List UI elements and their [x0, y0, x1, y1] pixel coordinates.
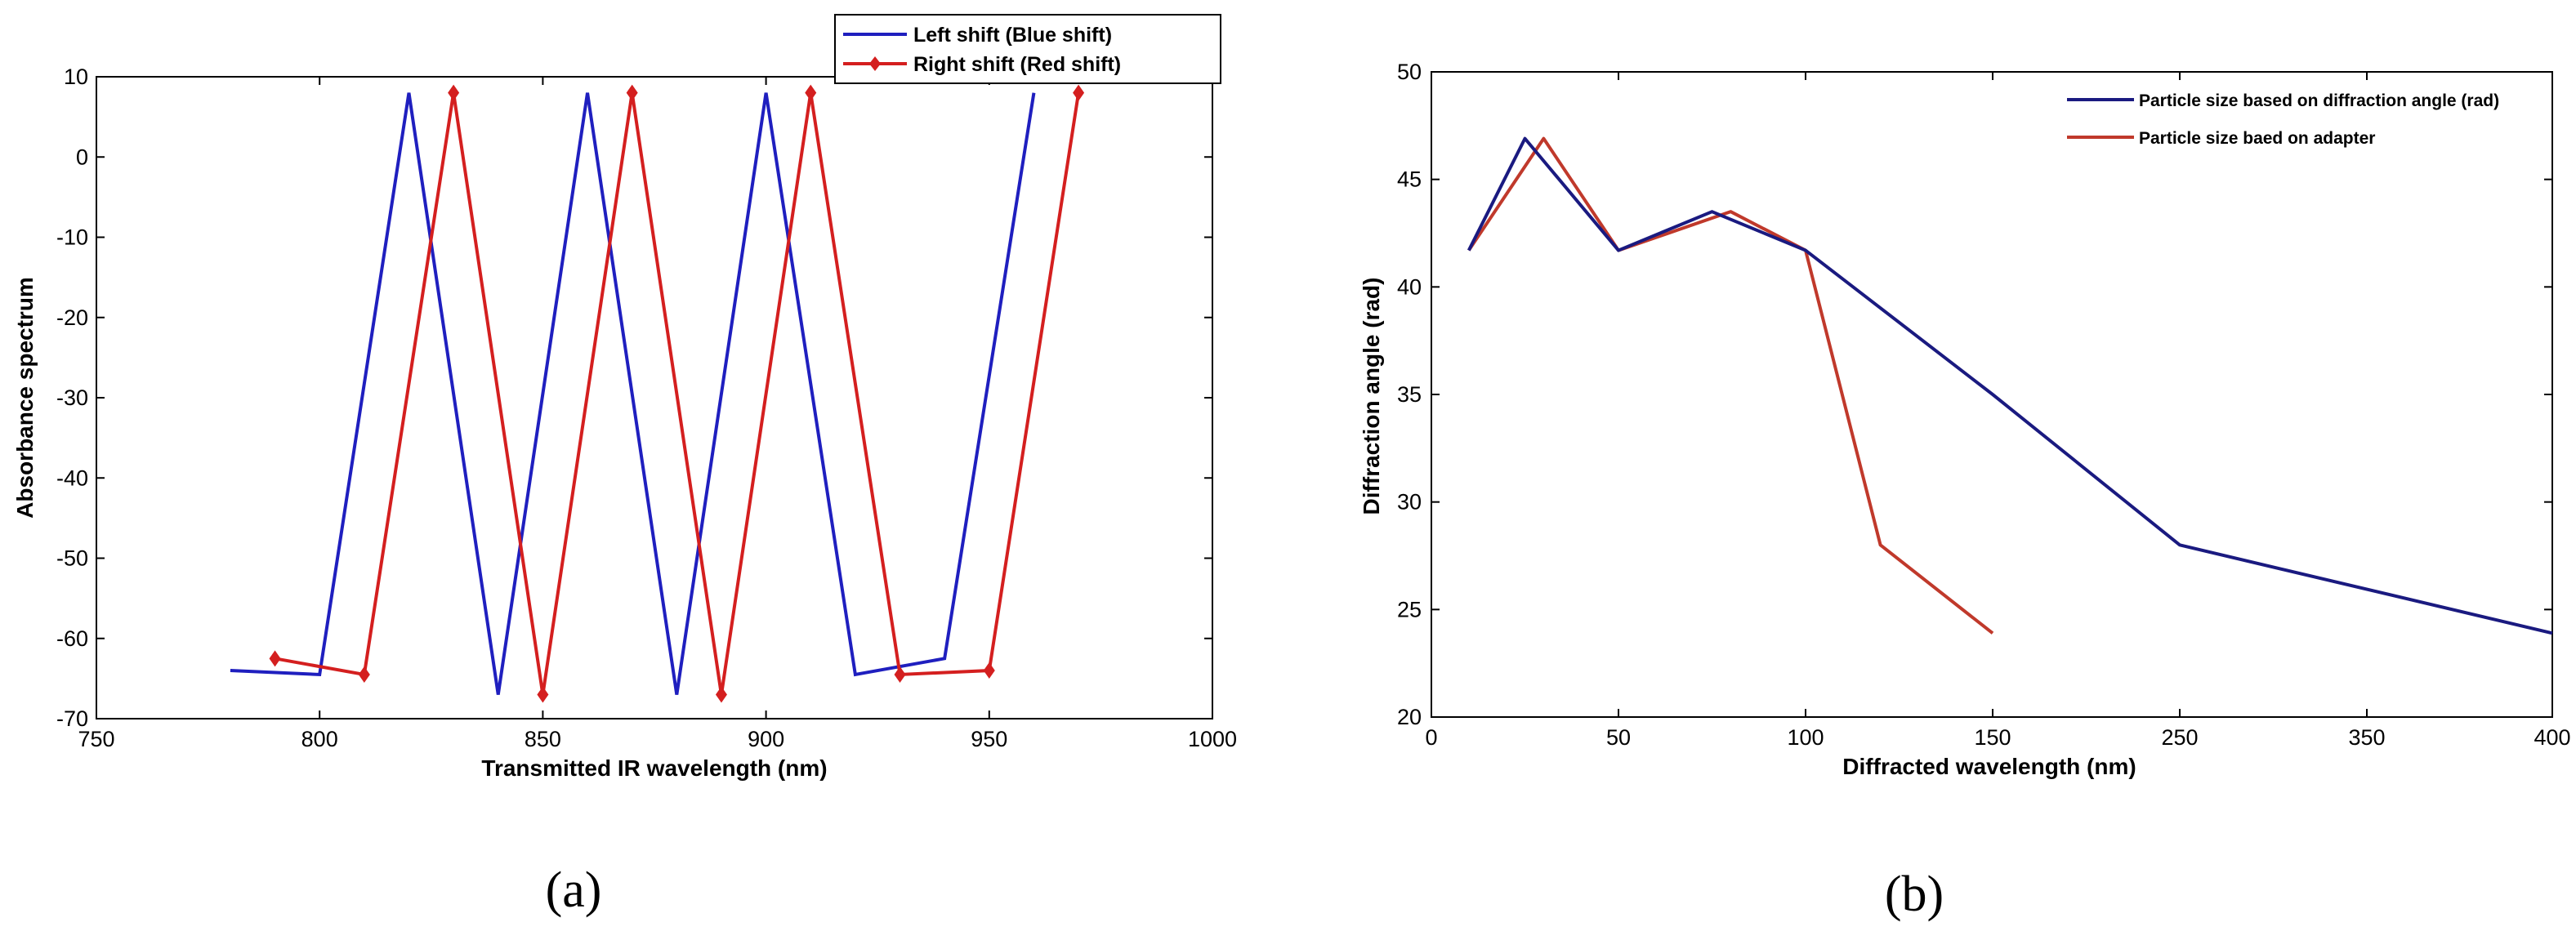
chart-a-ytick-label: -30 — [56, 385, 88, 410]
chart-a-point-red — [269, 650, 281, 667]
chart-a-plot-frame — [96, 76, 1213, 719]
chart-a-point-red — [358, 666, 370, 683]
chart-a-xtick-label: 800 — [301, 727, 338, 751]
chart-b-xlabel: Diffracted wavelength (nm) — [1842, 754, 2136, 779]
chart-a-legend-marker-red — [869, 56, 881, 71]
chart-a-xtick-label: 1000 — [1188, 727, 1237, 751]
chart-b-ytick-label: 40 — [1397, 274, 1422, 299]
chart-a-point-red — [537, 686, 549, 703]
chart-a-xtick-label: 750 — [78, 727, 114, 751]
chart-a-point-red — [983, 662, 995, 679]
chart-b-ytick-label: 35 — [1397, 382, 1422, 407]
chart-a-ticks: 750 800 850 900 950 1000 -70 -60 -50 -40 -30 -20 -10… — [56, 65, 1237, 751]
chart-b-xtick-label: 0 — [1425, 725, 1437, 750]
chart-a-legend-box — [834, 14, 1221, 84]
chart-b-xtick-label: 250 — [2161, 725, 2198, 750]
chart-b-ticks: 0 50 100 150 250 350 400 20 25 30 35 40 45 50 — [1397, 60, 2571, 750]
chart-b-series-line-brick — [1467, 136, 1994, 635]
chart-b-ytick-label: 30 — [1397, 490, 1422, 515]
chart-b-ytick-label: 45 — [1397, 167, 1422, 192]
chart-b-xtick-label: 50 — [1606, 725, 1631, 750]
chart-b-series-line-navy — [1467, 136, 2553, 635]
chart-a-xtick-label: 900 — [748, 727, 784, 751]
chart-b-xtick-label: 400 — [2534, 725, 2570, 750]
chart-b-ytick-label: 20 — [1397, 705, 1422, 729]
chart-a-ytick-label: 10 — [64, 65, 88, 89]
chart-b-ytick-label: 25 — [1397, 597, 1422, 621]
chart-a-series-line-red — [275, 92, 1081, 695]
chart-a-ytick-label: -70 — [56, 706, 88, 731]
chart-b-ytick-label: 50 — [1397, 60, 1422, 84]
chart-a-point-red — [626, 84, 638, 101]
chart-b-legend: Particle size based on diffraction angle… — [2067, 91, 2499, 148]
chart-a-point-red — [448, 84, 460, 101]
chart-a-xtick-label: 850 — [525, 727, 561, 751]
chart-a-point-red — [894, 666, 906, 683]
chart-a-series — [230, 84, 1085, 703]
chart-a-point-red — [1073, 84, 1085, 101]
chart-b-xtick-label: 100 — [1787, 725, 1824, 750]
chart-a-point-red — [805, 84, 817, 101]
chart-a-ytick-label: -50 — [56, 546, 88, 571]
chart-b-legend-label-navy: Particle size based on diffraction angle… — [2139, 91, 2499, 110]
chart-a-ytick-label: 0 — [76, 145, 88, 169]
chart-b: 0 50 100 150 250 350 400 20 25 30 35 40 45 50 Diffrac… — [1359, 60, 2571, 779]
chart-a-ytick-label: -10 — [56, 225, 88, 250]
chart-b-ylabel: Diffraction angle (rad) — [1359, 278, 1384, 515]
chart-b-legend-label-brick: Particle size baed on adapter — [2139, 129, 2375, 148]
chart-b-series — [1467, 136, 2553, 635]
chart-a-legend-label-blue: Left shift (Blue shift) — [913, 24, 1112, 47]
chart-a-point-red — [715, 686, 727, 703]
chart-a-ytick-label: -60 — [56, 626, 88, 651]
panel-label-b: (b) — [1885, 866, 1944, 922]
chart-a-legend: Left shift (Blue shift) Right shift (Red… — [834, 14, 1221, 84]
chart-a-xtick-label: 950 — [971, 727, 1007, 751]
panel-label-a: (a) — [546, 862, 602, 918]
chart-a-ytick-label: -40 — [56, 466, 88, 490]
chart-a: 750 800 850 900 950 1000 -70 -60 -50 -40 -30 -20 -10… — [12, 14, 1237, 781]
chart-b-xtick-label: 150 — [1974, 725, 2011, 750]
chart-a-legend-label-red: Right shift (Red shift) — [913, 53, 1121, 76]
chart-b-xtick-label: 350 — [2348, 725, 2385, 750]
chart-a-ylabel: Absorbance spectrum — [12, 277, 38, 519]
chart-a-ytick-label: -20 — [56, 305, 88, 330]
chart-a-xlabel: Transmitted IR wavelength (nm) — [481, 755, 827, 781]
